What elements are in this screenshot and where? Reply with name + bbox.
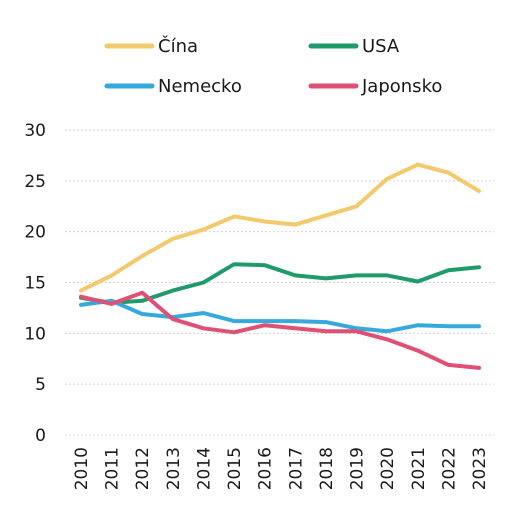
y-tick-label: 30	[24, 121, 46, 141]
x-axis: 2010 2011 2012 2013 2014 2015 2016 2017 2018 2019…	[72, 447, 490, 490]
x-tick-label: 2020	[378, 447, 398, 490]
series-lines	[79, 162, 481, 370]
legend-label: USA	[362, 36, 400, 57]
x-tick-label: 2013	[164, 447, 184, 490]
y-axis: 0 5 10 15 20 25 30	[24, 121, 46, 446]
legend-label: Nemecko	[158, 76, 242, 97]
legend-label: Čína	[158, 35, 198, 57]
x-tick-label: 2018	[317, 447, 337, 490]
x-tick-label: 2021	[409, 447, 429, 490]
y-tick-label: 5	[35, 375, 46, 395]
y-tick-label: 0	[35, 426, 46, 446]
y-tick-label: 10	[24, 324, 46, 344]
legend-label: Japonsko	[361, 76, 442, 97]
x-tick-label: 2022	[439, 447, 459, 490]
x-tick-label: 2017	[286, 447, 306, 490]
series-line	[79, 298, 481, 334]
x-tick-label: 2016	[256, 447, 276, 490]
series-line	[79, 262, 481, 305]
gridlines	[65, 129, 494, 436]
y-tick-label: 25	[24, 172, 46, 192]
x-tick-label: 2011	[103, 447, 123, 490]
legend: Čína USA Nemecko Japonsko	[104, 35, 442, 97]
y-tick-label: 15	[24, 274, 46, 294]
series-line	[79, 162, 481, 293]
x-tick-label: 2023	[470, 447, 490, 490]
series-line	[79, 290, 481, 370]
x-tick-label: 2019	[348, 447, 368, 490]
y-tick-label: 20	[24, 223, 46, 243]
x-tick-label: 2015	[225, 447, 245, 490]
x-tick-label: 2014	[194, 447, 214, 490]
x-tick-label: 2012	[133, 447, 153, 490]
x-tick-label: 2010	[72, 447, 92, 490]
